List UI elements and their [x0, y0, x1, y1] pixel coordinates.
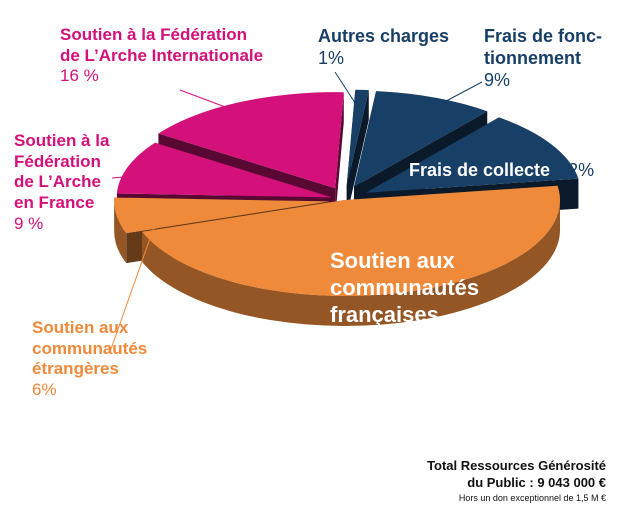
- slice-top-soutien--la-fdration-de-larche-internationale: [158, 92, 344, 189]
- slice-value-federation-france: 9 %: [14, 213, 44, 233]
- slice-outer-wall-soutien-aux-communauts-trangres: [114, 201, 127, 264]
- slice-top-autres-charges: [346, 89, 369, 186]
- slice-label-communautes-etrangeres: Soutien aux communautés étrangères 6%: [32, 318, 148, 400]
- slice-top-soutien--la-fdration-de-larche-en-france: [116, 142, 332, 198]
- leader-line-soutien-aux-communauts-trangres: [109, 212, 160, 353]
- total-line-1: Total Ressources Générosité: [427, 458, 606, 473]
- total-line-2: du Public : 9 043 000 €: [467, 474, 606, 490]
- leader-line-autres-charges: [334, 71, 360, 110]
- leader-line-soutien--la-fdration-de-larche-internationale: [179, 89, 259, 120]
- slice-cut-wall-soutien--la-fdration-de-larche-internationale-1: [335, 92, 344, 219]
- total-resources: Total Ressources Générosité du Public : …: [427, 458, 606, 492]
- slice-value-frais-collecte: 12%: [558, 160, 595, 180]
- slice-label-federation-france: Soutien à la Fédération de L’Arche en Fr…: [14, 131, 110, 233]
- leader-line-soutien--la-fdration-de-larche-en-france: [111, 172, 169, 179]
- slice-value-frais-fonctionnement: 9%: [484, 69, 511, 90]
- exceptional-gift-note: Hors un don exceptionnel de 1,5 M €: [458, 493, 606, 503]
- slice-label-frais-fonctionnement: Frais de fonc- tionnement 9%: [484, 26, 603, 90]
- slice-top-soutien-aux-communauts-trangres: [114, 197, 330, 234]
- slice-value-autres-charges: 1%: [318, 47, 345, 68]
- slice-label-autres-charges: Autres charges 1%: [318, 26, 450, 68]
- slice-label-communautes-francaises: Soutien aux communautés françaises 47%: [330, 248, 480, 354]
- leader-line-frais-de-fonc--tionnement: [418, 81, 483, 116]
- slice-top-frais-de-collecte: [365, 117, 579, 193]
- slice-label-federation-internationale: Soutien à la Fédération de L’Arche Inter…: [60, 25, 264, 86]
- slice-value-communautes-francaises: 47%: [330, 332, 369, 354]
- slice-label-frais-collecte: Frais de collecte 12%: [409, 160, 595, 180]
- slice-value-communautes-etrangeres: 6%: [32, 380, 57, 400]
- slice-top-soutien-aux-communauts-franaises: [142, 185, 560, 297]
- slice-cut-wall-autres-charges-1: [346, 90, 369, 216]
- slice-value-federation-internationale: 16 %: [60, 66, 99, 86]
- slice-outer-wall-soutien-aux-communauts-franaises: [142, 200, 560, 327]
- slice-top-frais-de-fonc--tionnement: [354, 91, 488, 187]
